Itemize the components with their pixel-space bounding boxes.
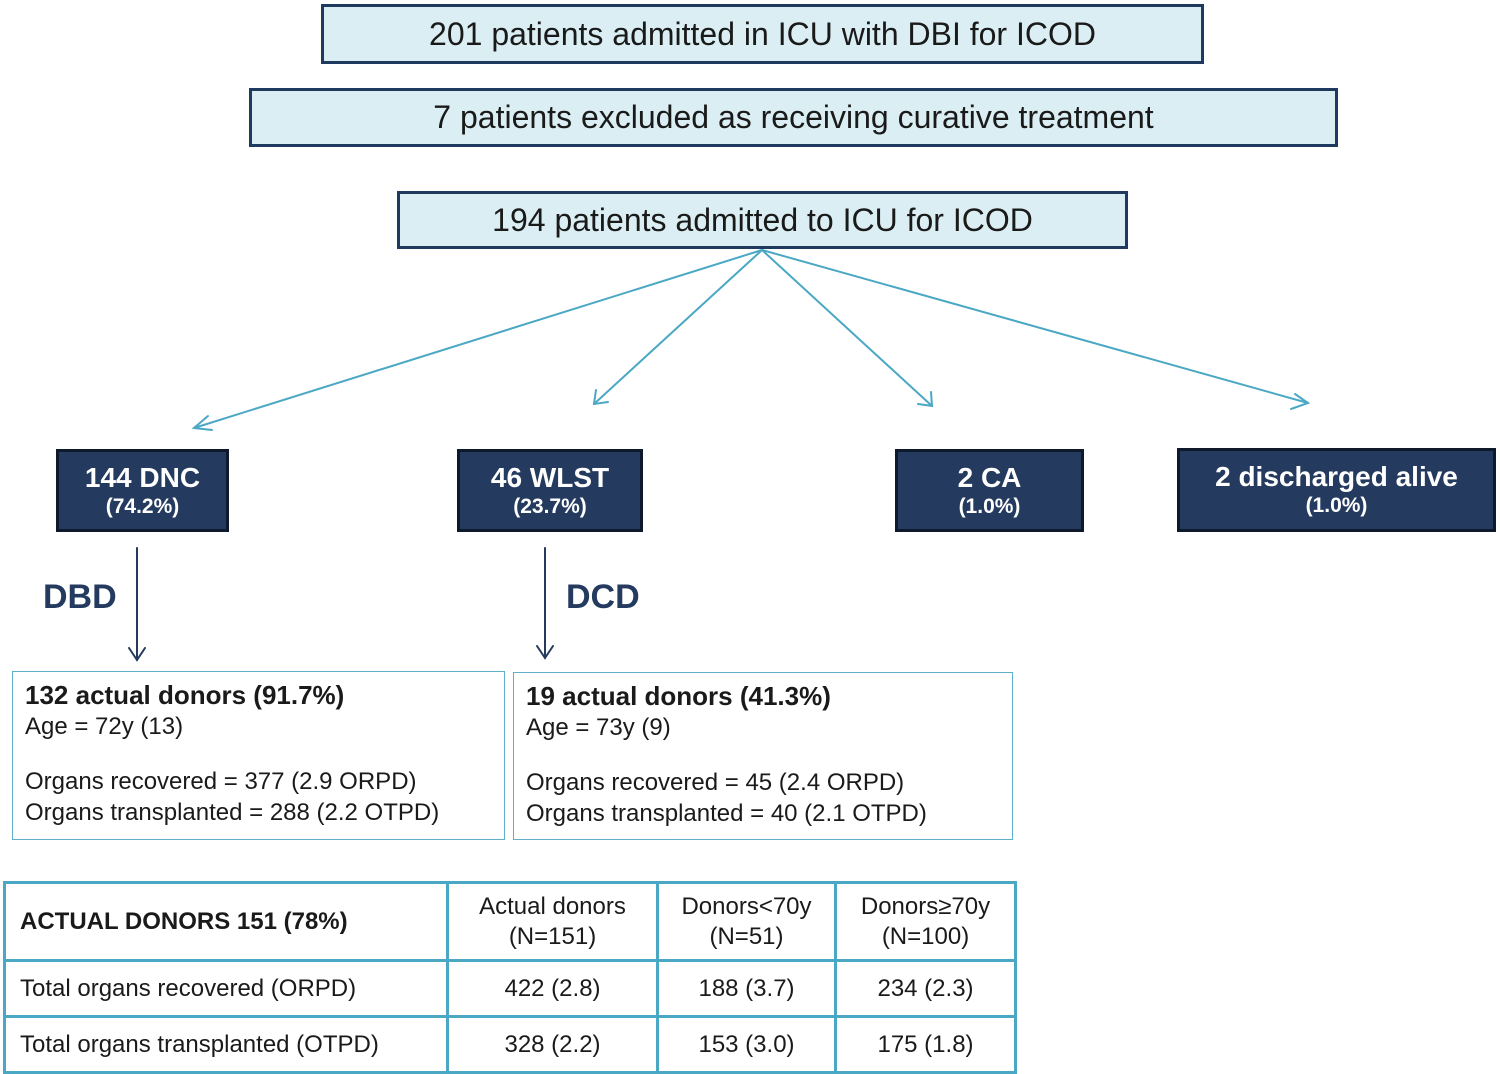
- outcome-ca-pct: (1.0%): [958, 494, 1021, 518]
- arrow-to-ca: [761, 249, 933, 407]
- arrow-to-dnc: [193, 249, 763, 429]
- col-header-line1: Donors≥70y: [860, 892, 991, 920]
- table-title: ACTUAL DONORS 151 (78%): [3, 881, 449, 962]
- dcd-organs-recovered: Organs recovered = 45 (2.4 ORPD): [526, 769, 905, 796]
- table-col-header: Donors≥70y (N=100): [834, 881, 1017, 962]
- dbd-organs-transplanted: Organs transplanted = 288 (2.2 OTPD): [25, 799, 440, 826]
- row-label: Total organs transplanted (OTPD): [3, 1015, 449, 1074]
- icu-text: 194 patients admitted to ICU for ICOD: [492, 201, 1033, 238]
- table-cell: 234 (2.3): [834, 959, 1017, 1018]
- col-header-line2: (N=51): [709, 922, 784, 950]
- excluded-box: 7 patients excluded as receiving curativ…: [249, 88, 1338, 147]
- dbd-donor-box: 132 actual donors (91.7%) Age = 72y (13)…: [12, 671, 505, 840]
- outcome-dnc-pct: (74.2%): [105, 494, 180, 518]
- dcd-label: DCD: [566, 578, 640, 616]
- dbd-organs-recovered: Organs recovered = 377 (2.9 ORPD): [25, 768, 417, 795]
- table-col-header: Actual donors (N=151): [446, 881, 659, 962]
- table-row: Total organs recovered (ORPD) 422 (2.8) …: [3, 959, 1017, 1018]
- dbd-label: DBD: [43, 578, 117, 616]
- outcome-ca: 2 CA (1.0%): [895, 449, 1084, 532]
- dcd-donor-box: 19 actual donors (41.3%) Age = 73y (9) O…: [513, 672, 1013, 840]
- table-col-header: Donors<70y (N=51): [656, 881, 837, 962]
- admitted-box: 201 patients admitted in ICU with DBI fo…: [321, 4, 1204, 64]
- icu-box: 194 patients admitted to ICU for ICOD: [397, 191, 1128, 249]
- outcome-ca-label: 2 CA: [957, 461, 1022, 493]
- dbd-donor-age: Age = 72y (13): [25, 713, 184, 740]
- table-cell: 422 (2.8): [446, 959, 659, 1018]
- dbd-donor-title: 132 actual donors (91.7%): [25, 680, 345, 710]
- col-header-line1: Actual donors: [479, 892, 626, 920]
- dcd-donor-title: 19 actual donors (41.3%): [526, 681, 831, 711]
- outcome-dnc: 144 DNC (74.2%): [56, 449, 229, 532]
- table-row: Total organs transplanted (OTPD) 328 (2.…: [3, 1015, 1017, 1074]
- arrowhead-wlst: [592, 389, 609, 406]
- table-cell: 328 (2.2): [446, 1015, 659, 1074]
- dcd-donor-age: Age = 73y (9): [526, 714, 671, 741]
- arrowhead-dcd: [536, 645, 554, 660]
- excluded-text: 7 patients excluded as receiving curativ…: [433, 99, 1154, 135]
- table-cell: 153 (3.0): [656, 1015, 837, 1074]
- outcome-wlst-label: 46 WLST: [490, 461, 610, 493]
- outcome-discharged-label: 2 discharged alive: [1215, 461, 1458, 492]
- row-label: Total organs recovered (ORPD): [3, 959, 449, 1018]
- arrowhead-dbd: [128, 647, 146, 662]
- admitted-text: 201 patients admitted in ICU with DBI fo…: [429, 15, 1096, 52]
- outcome-discharged-pct: (1.0%): [1305, 494, 1368, 517]
- dcd-organs-transplanted: Organs transplanted = 40 (2.1 OTPD): [526, 800, 927, 827]
- table-header-row: ACTUAL DONORS 151 (78%) Actual donors (N…: [3, 881, 1017, 962]
- arrowhead-ca: [917, 391, 934, 408]
- table-cell: 175 (1.8): [834, 1015, 1017, 1074]
- arrow-to-discharged: [761, 249, 1309, 404]
- col-header-line2: (N=151): [508, 922, 597, 950]
- table-cell: 188 (3.7): [656, 959, 837, 1018]
- donor-summary-table: ACTUAL DONORS 151 (78%) Actual donors (N…: [3, 881, 1017, 1074]
- outcome-dnc-label: 144 DNC: [84, 461, 201, 493]
- arrowhead-discharged: [1290, 393, 1311, 410]
- col-header-line2: (N=100): [881, 922, 970, 950]
- outcome-wlst: 46 WLST (23.7%): [457, 449, 643, 532]
- arrowhead-dnc: [191, 415, 213, 431]
- outcome-discharged: 2 discharged alive (1.0%): [1177, 448, 1496, 532]
- outcome-wlst-pct: (23.7%): [513, 494, 587, 518]
- arrow-to-wlst: [593, 249, 763, 405]
- col-header-line1: Donors<70y: [681, 892, 812, 920]
